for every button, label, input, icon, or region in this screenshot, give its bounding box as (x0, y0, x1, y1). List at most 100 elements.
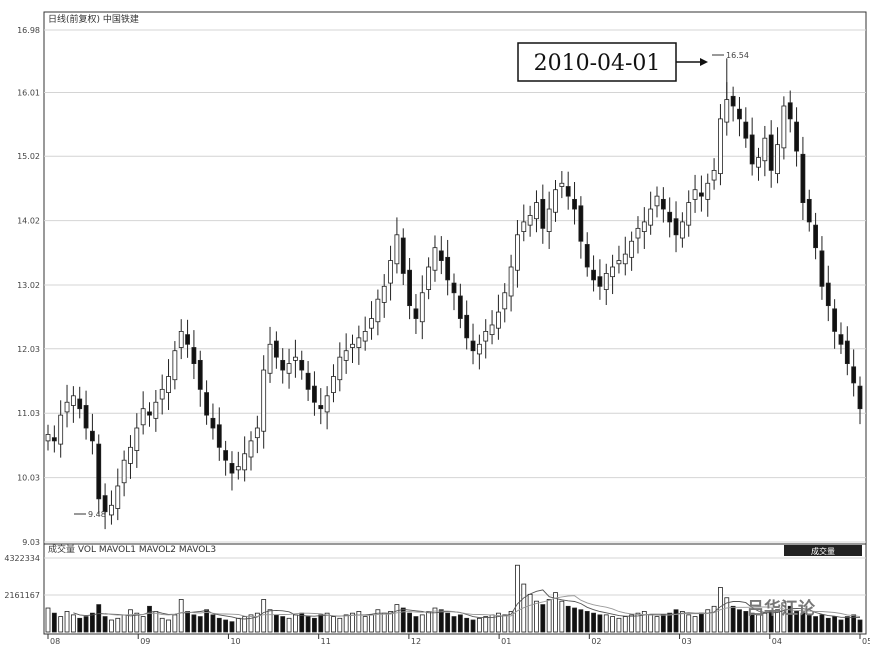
candle-body (159, 388, 165, 400)
volume-bar (172, 614, 178, 633)
candle-body (438, 250, 444, 261)
volume-bar (178, 599, 184, 633)
volume-bar (743, 611, 749, 633)
candle-body (502, 292, 508, 310)
volume-bar (109, 619, 114, 633)
volume-bar (375, 609, 381, 633)
volume-bar (844, 616, 850, 633)
watermark: 吕华江论 (747, 598, 816, 619)
volume-moving-averages (73, 589, 861, 620)
volume-bar (121, 614, 127, 633)
candle-body (635, 227, 641, 239)
volume-bar (102, 616, 108, 633)
candle-body (254, 427, 260, 439)
volume-bar (540, 604, 546, 633)
volume-bar (527, 593, 533, 633)
volume-bar (464, 617, 470, 633)
candle-body (388, 260, 393, 284)
volume-bar (153, 611, 159, 633)
volume-bar (96, 604, 102, 633)
volume-bar (70, 614, 76, 633)
volume-bar (413, 616, 419, 633)
candle-body (299, 359, 305, 371)
volume-bar (280, 616, 286, 633)
volume-gridlines (44, 557, 866, 596)
volume-bar (762, 612, 768, 633)
candle-body (229, 463, 235, 474)
candle-body (331, 376, 336, 393)
volume-bar (140, 616, 146, 633)
candle-body (166, 376, 171, 393)
candle-body (800, 153, 806, 203)
candle-body (375, 298, 381, 323)
volume-bar (641, 611, 647, 633)
candle-body (819, 250, 825, 287)
volume-bar (692, 616, 698, 633)
candle-body (369, 318, 374, 329)
volume-bar (679, 611, 685, 633)
candle-body (813, 224, 818, 249)
candle-body (686, 202, 692, 226)
date-tick-label: 01 (501, 637, 511, 646)
date-tick-label: 05 (862, 637, 870, 646)
volume-bar (286, 617, 292, 633)
candle-body (134, 427, 140, 451)
volume-bar (445, 612, 451, 633)
volume-bar (248, 614, 254, 633)
candle-body (730, 95, 736, 107)
volume-bar (51, 612, 57, 633)
volume-series (45, 564, 863, 633)
volume-bar (331, 616, 336, 633)
date-tick-label: 03 (682, 637, 692, 646)
volume-bar (775, 609, 780, 633)
volume-bar (572, 607, 577, 633)
price-tick-label: 16.01 (17, 88, 40, 97)
volume-bar (134, 612, 140, 633)
candle-body (153, 401, 159, 419)
volume-bar (546, 599, 552, 633)
candle-body (191, 347, 197, 365)
date-callout-box (517, 42, 677, 82)
volume-bar (654, 616, 660, 633)
candle-body (857, 385, 863, 410)
candle-body (235, 466, 241, 471)
volume-bar (312, 617, 317, 633)
candle-body (343, 350, 349, 361)
candle-body (654, 195, 660, 207)
candle-body (756, 157, 761, 168)
volume-bar (432, 607, 438, 633)
price-gridlines (44, 29, 866, 543)
candle-body (121, 459, 127, 484)
candle-body (673, 218, 679, 236)
candle-body (476, 343, 482, 355)
candle-body (312, 385, 317, 403)
candle-body (591, 269, 596, 281)
volume-bar (730, 605, 736, 633)
volume-bar (324, 612, 330, 633)
candle-body (400, 237, 406, 274)
candle-body (705, 182, 711, 200)
candle-body (109, 504, 114, 516)
candle-body (762, 137, 768, 162)
volume-tick-label: 4322334 (4, 554, 40, 563)
volume-bar (825, 617, 831, 633)
volume-bar (476, 617, 482, 633)
candle-body (464, 314, 470, 339)
volume-bar (534, 600, 539, 633)
volume-bar (705, 609, 711, 633)
date-tick-label: 09 (140, 637, 150, 646)
candle-body (426, 266, 432, 290)
candle-body (794, 121, 799, 152)
volume-bar (90, 612, 95, 633)
volume-bar (191, 614, 197, 633)
candle-body (603, 273, 609, 290)
date-tick-label: 12 (411, 637, 421, 646)
candle-body (178, 331, 184, 348)
candle-body (559, 182, 565, 187)
volume-bar (559, 600, 565, 633)
volume-badge-box (784, 545, 862, 556)
candle-body (749, 134, 755, 165)
volume-bar (318, 614, 324, 633)
price-tick-label: 14.02 (17, 217, 40, 226)
candle-body (147, 411, 152, 416)
